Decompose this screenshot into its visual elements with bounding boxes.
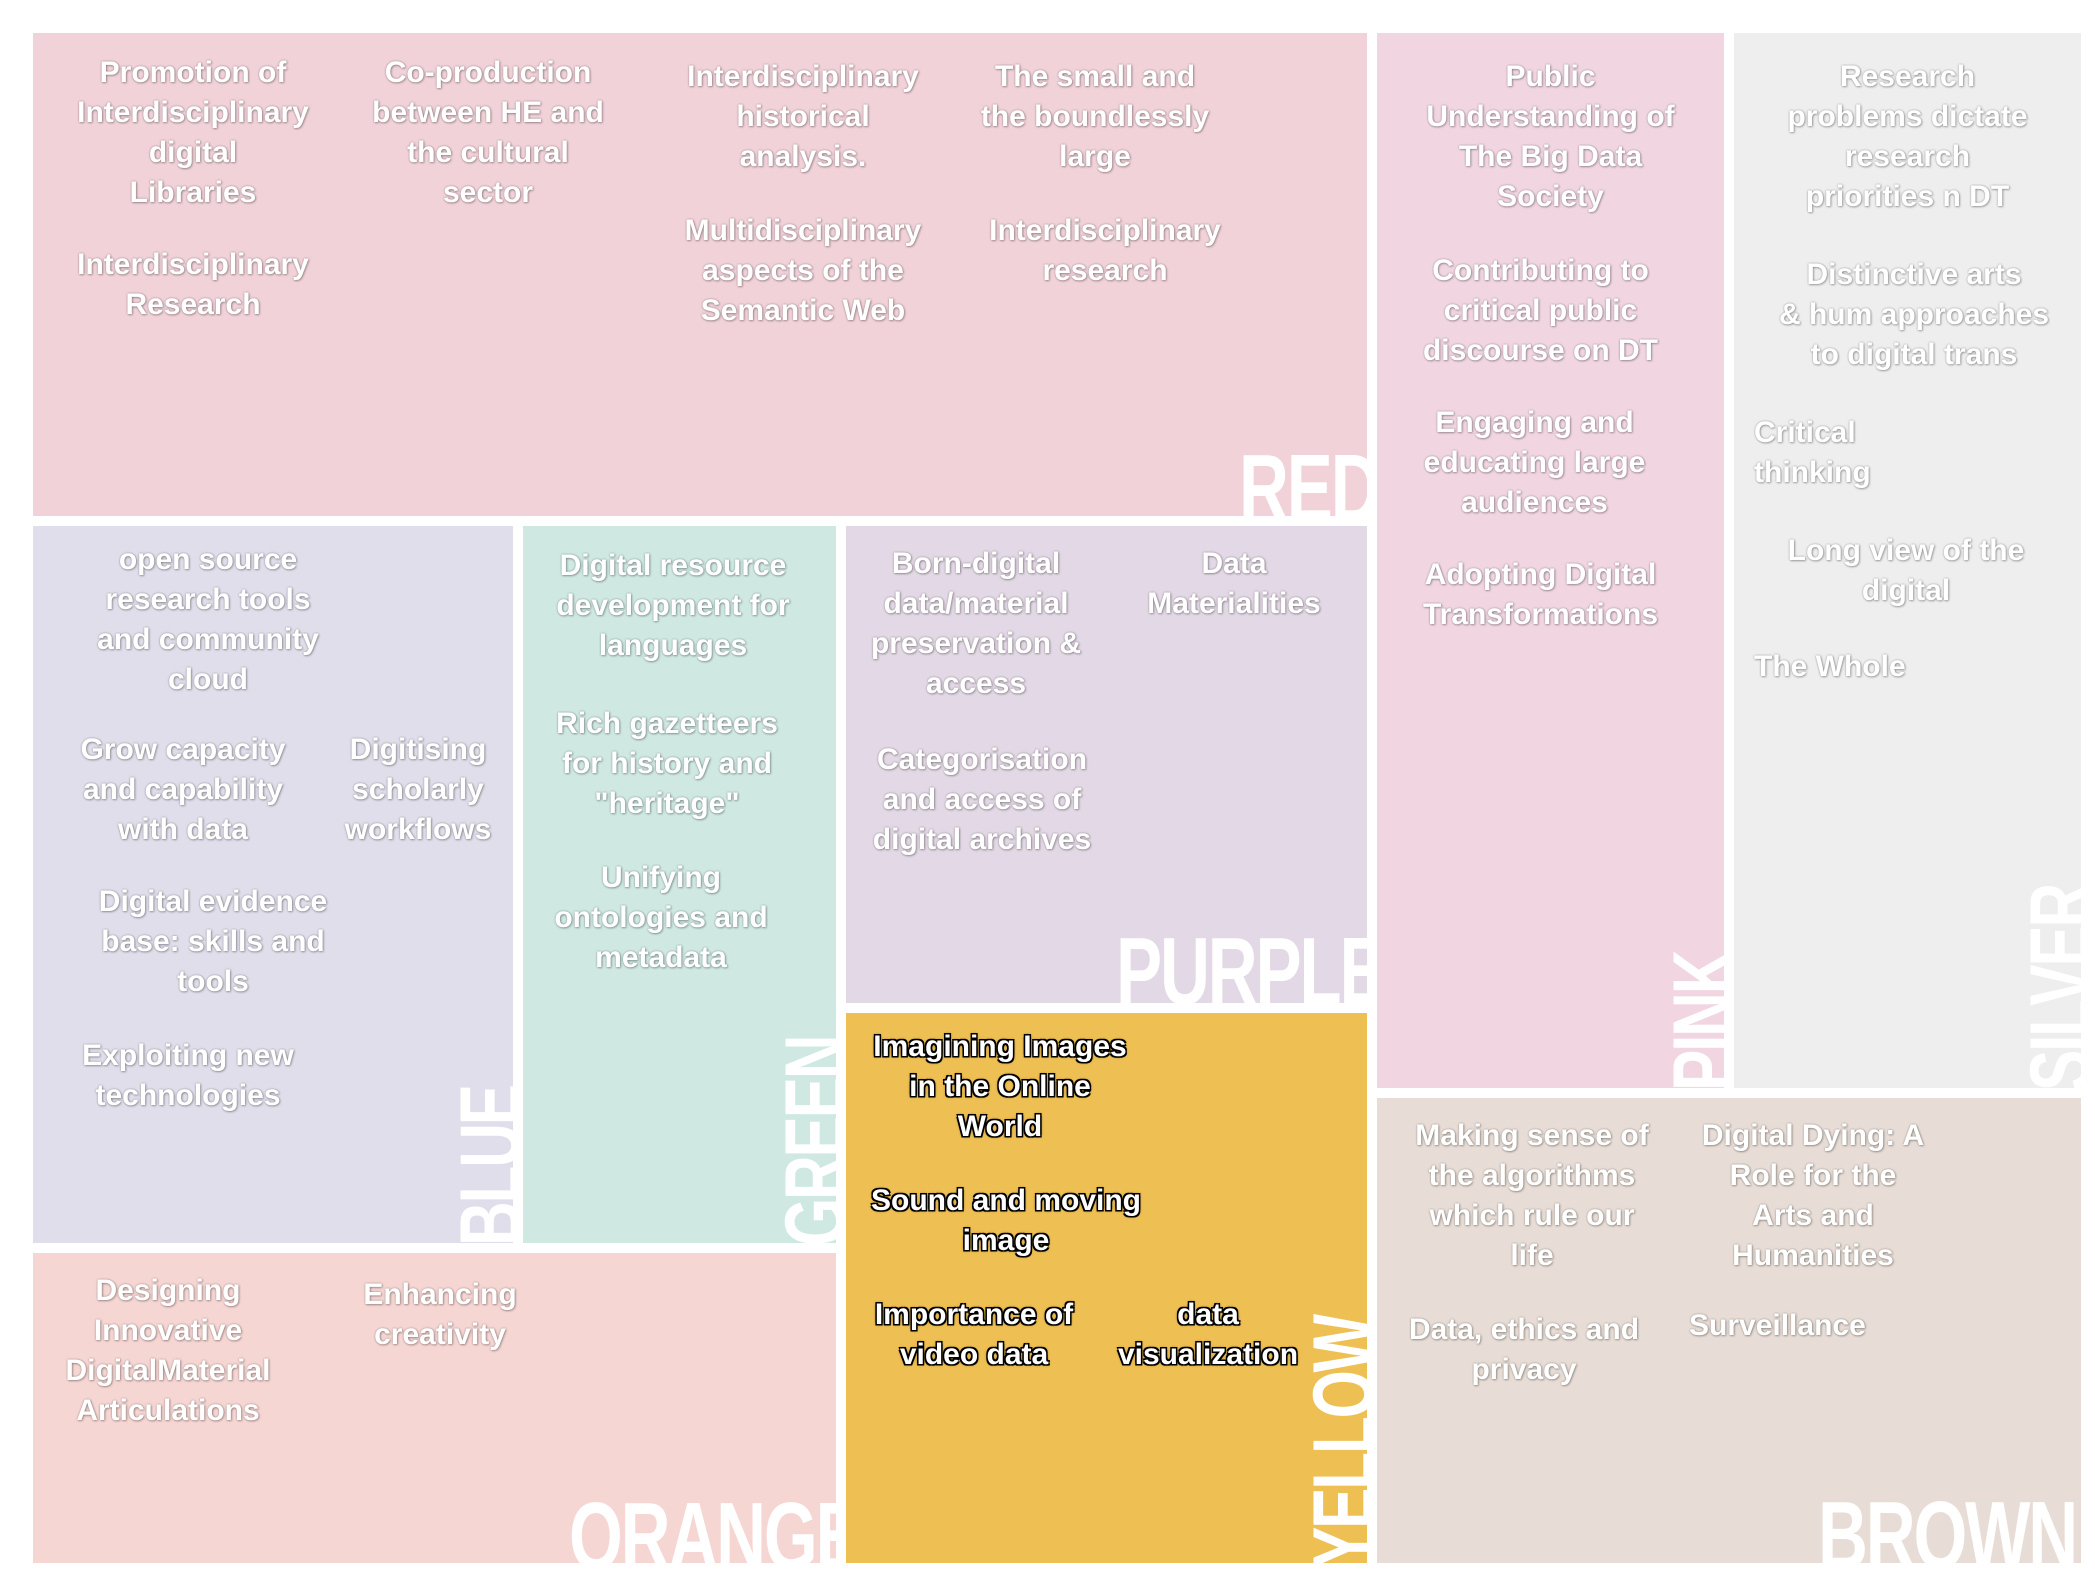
blue-panel: open source research tools and community… [33, 526, 513, 1243]
topic-critical-public-discourse: Contributing to critical public discours… [1422, 254, 1659, 367]
purple-label: PURPLE [1116, 918, 1367, 1004]
orange-panel: Designing Innovative DigitalMaterial Art… [33, 1253, 836, 1563]
orange-label: ORANGE [569, 1483, 836, 1564]
topic-data-materialities: Data Materialities [1147, 547, 1321, 620]
topic-digital-resource-languages: Digital resource development for languag… [556, 549, 790, 662]
silver-panel: Research problems dictate research prior… [1734, 33, 2081, 1088]
topic-enhancing-creativity: Enhancing creativity [363, 1278, 517, 1351]
topic-the-whole: The Whole [1754, 650, 1906, 683]
topic-categorisation-digital-archives: Categorisation and access of digital arc… [872, 743, 1092, 856]
topic-designing-digital-material: Designing Innovative DigitalMaterial Art… [65, 1274, 271, 1427]
pink-panel: Public Understanding of The Big Data Soc… [1377, 33, 1724, 1088]
topic-born-digital-preservation: Born-digital data/material preservation … [870, 547, 1082, 700]
topic-multidisciplinary-semantic-web: Multidisciplinary aspects of the Semanti… [684, 214, 922, 327]
topic-exploiting-new-technologies: Exploiting new technologies [82, 1039, 294, 1112]
topic-digital-dying: Digital Dying: A Role for the Arts and H… [1701, 1119, 1925, 1272]
topic-engaging-large-audiences: Engaging and educating large audiences [1423, 406, 1646, 519]
topic-distinctive-approaches: Distinctive arts & hum approaches to dig… [1778, 258, 2050, 371]
topic-digital-evidence-base: Digital evidence base: skills and tools [98, 885, 328, 998]
topic-data-ethics-privacy: Data, ethics and privacy [1408, 1313, 1640, 1386]
topic-promotion-digital-libraries: Promotion of Interdisciplinary digital L… [77, 56, 309, 209]
brown-label: BROWN [1818, 1482, 2078, 1564]
brown-panel: Making sense of the algorithms which rul… [1377, 1098, 2081, 1563]
topic-grow-capacity-data: Grow capacity and capability with data [80, 733, 286, 846]
purple-panel: Born-digital data/material preservation … [846, 526, 1367, 1003]
topic-digitising-scholarly-workflows: Digitising scholarly workflows [344, 733, 492, 846]
topic-interdisciplinary-research-2: Interdisciplinary research [989, 214, 1221, 287]
topic-unifying-ontologies: Unifying ontologies and metadata [554, 861, 768, 974]
topic-co-production: Co-production between HE and the cultura… [372, 56, 604, 209]
yellow-panel: Imagining Images in the Online World Sou… [846, 1013, 1367, 1563]
topic-adopting-digital-transformations: Adopting Digital Transformations [1422, 558, 1659, 631]
silver-label: SILVER [2013, 884, 2081, 1088]
green-label: GREEN [768, 1036, 836, 1243]
topic-small-and-boundlessly-large: The small and the boundlessly large [980, 60, 1210, 173]
blue-label: BLUE [443, 1086, 513, 1243]
topic-interdisciplinary-historical-analysis: Interdisciplinary historical analysis. [687, 60, 919, 173]
topic-importance-video-data: Importance of video data [874, 1298, 1074, 1371]
topic-research-problems-priorities: Research problems dictate research prior… [1787, 60, 2028, 213]
topic-long-view-digital: Long view of the digital [1787, 534, 2025, 607]
green-panel: Digital resource development for languag… [523, 526, 836, 1243]
topic-rich-gazetteers: Rich gazetteers for history and "heritag… [556, 707, 778, 820]
topic-algorithms-rule-our-life: Making sense of the algorithms which rul… [1415, 1119, 1649, 1272]
topic-open-source-tools: open source research tools and community… [97, 543, 319, 696]
topic-public-understanding-big-data: Public Understanding of The Big Data Soc… [1426, 60, 1675, 213]
topic-imagining-images: Imagining Images in the Online World [873, 1030, 1127, 1143]
topic-data-visualization: data visualization [1117, 1298, 1299, 1371]
red-label: RED [1239, 435, 1367, 517]
topic-critical-thinking: Critical thinking [1754, 416, 1871, 489]
red-panel: Promotion of Interdisciplinary digital L… [33, 33, 1367, 516]
pink-label: PINK [1656, 951, 1724, 1088]
yellow-label: YELLOW [1296, 1316, 1367, 1563]
topic-sound-moving-image: Sound and moving image [871, 1184, 1141, 1257]
topic-surveillance: Surveillance [1689, 1309, 1866, 1342]
topic-interdisciplinary-research-1: Interdisciplinary Research [77, 248, 309, 321]
